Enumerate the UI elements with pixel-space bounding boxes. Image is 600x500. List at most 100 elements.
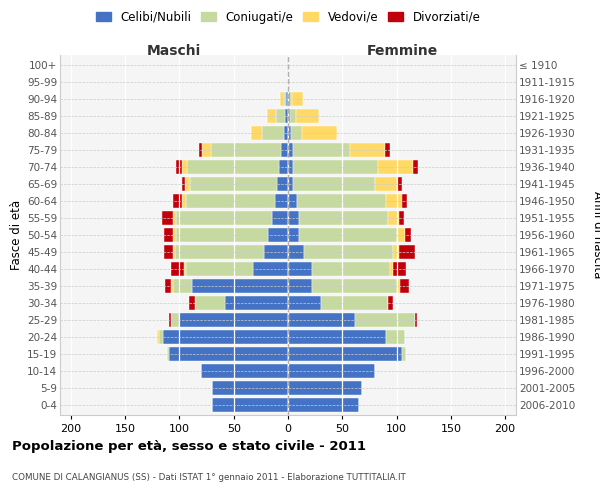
Bar (288, 381, 362, 394)
Bar (293, 178, 375, 191)
Bar (173, 245, 175, 259)
Bar (288, 76, 290, 89)
Bar (190, 178, 277, 191)
Bar (291, 126, 302, 140)
Bar (173, 211, 176, 225)
Text: Anni di nascita: Anni di nascita (590, 192, 600, 278)
Bar (394, 262, 406, 276)
Bar (275, 194, 288, 208)
Bar (202, 144, 211, 157)
Bar (288, 144, 293, 157)
Bar (388, 211, 399, 225)
Bar (176, 160, 182, 174)
Bar (290, 110, 296, 123)
Bar (312, 279, 397, 292)
Bar (312, 262, 390, 276)
Bar (288, 364, 375, 378)
Bar (173, 228, 176, 242)
Bar (199, 144, 202, 157)
Bar (272, 211, 288, 225)
Bar (400, 279, 409, 292)
Bar (296, 194, 386, 208)
Bar (251, 126, 262, 140)
Bar (189, 296, 194, 310)
Bar (268, 110, 276, 123)
Bar (288, 178, 293, 191)
Bar (288, 92, 290, 106)
Bar (287, 58, 288, 72)
Bar (157, 330, 159, 344)
Bar (186, 194, 275, 208)
Bar (415, 313, 417, 326)
Bar (284, 92, 286, 106)
Bar (182, 160, 187, 174)
Bar (386, 330, 405, 344)
Bar (262, 126, 284, 140)
Bar (385, 144, 390, 157)
Bar (288, 194, 296, 208)
Bar (288, 110, 290, 123)
Bar (350, 144, 385, 157)
Bar (171, 279, 173, 292)
Bar (179, 313, 288, 326)
Bar (390, 262, 394, 276)
Bar (288, 211, 299, 225)
Bar (268, 228, 288, 242)
Bar (288, 313, 355, 326)
Bar (320, 296, 388, 310)
Bar (280, 92, 284, 106)
Bar (293, 144, 350, 157)
Bar (288, 126, 291, 140)
Bar (212, 381, 288, 394)
Bar (399, 245, 415, 259)
Bar (171, 313, 179, 326)
Bar (402, 194, 407, 208)
Bar (288, 347, 402, 360)
Bar (159, 330, 163, 344)
Bar (397, 279, 400, 292)
Y-axis label: Fasce di età: Fasce di età (10, 200, 23, 270)
Bar (194, 296, 225, 310)
Bar (164, 245, 173, 259)
Bar (277, 178, 288, 191)
Bar (292, 92, 303, 106)
Bar (182, 178, 185, 191)
Bar (299, 211, 388, 225)
Bar (169, 313, 171, 326)
Legend: Celibi/Nubili, Coniugati/e, Vedovi/e, Divorziati/e: Celibi/Nubili, Coniugati/e, Vedovi/e, Di… (91, 6, 485, 28)
Bar (288, 160, 293, 174)
Bar (167, 347, 169, 360)
Bar (288, 330, 386, 344)
Bar (211, 144, 281, 157)
Bar (182, 194, 186, 208)
Bar (253, 262, 288, 276)
Bar (285, 110, 288, 123)
Bar (286, 92, 288, 106)
Bar (171, 262, 184, 276)
Bar (304, 245, 394, 259)
Bar (166, 279, 171, 292)
Bar (185, 178, 190, 191)
Bar (299, 228, 397, 242)
Bar (296, 110, 319, 123)
Bar (405, 228, 410, 242)
Bar (173, 279, 193, 292)
Text: Maschi: Maschi (147, 44, 201, 58)
Bar (288, 398, 359, 411)
Bar (394, 245, 399, 259)
Bar (276, 110, 285, 123)
Bar (378, 160, 413, 174)
Bar (288, 245, 304, 259)
Bar (264, 245, 288, 259)
Bar (375, 178, 397, 191)
Bar (413, 160, 418, 174)
Bar (163, 330, 288, 344)
Bar (186, 262, 253, 276)
Bar (187, 160, 280, 174)
Bar (173, 194, 182, 208)
Bar (386, 194, 402, 208)
Bar (288, 279, 312, 292)
Bar (175, 245, 264, 259)
Bar (281, 144, 288, 157)
Text: Popolazione per età, sesso e stato civile - 2011: Popolazione per età, sesso e stato civil… (12, 440, 366, 453)
